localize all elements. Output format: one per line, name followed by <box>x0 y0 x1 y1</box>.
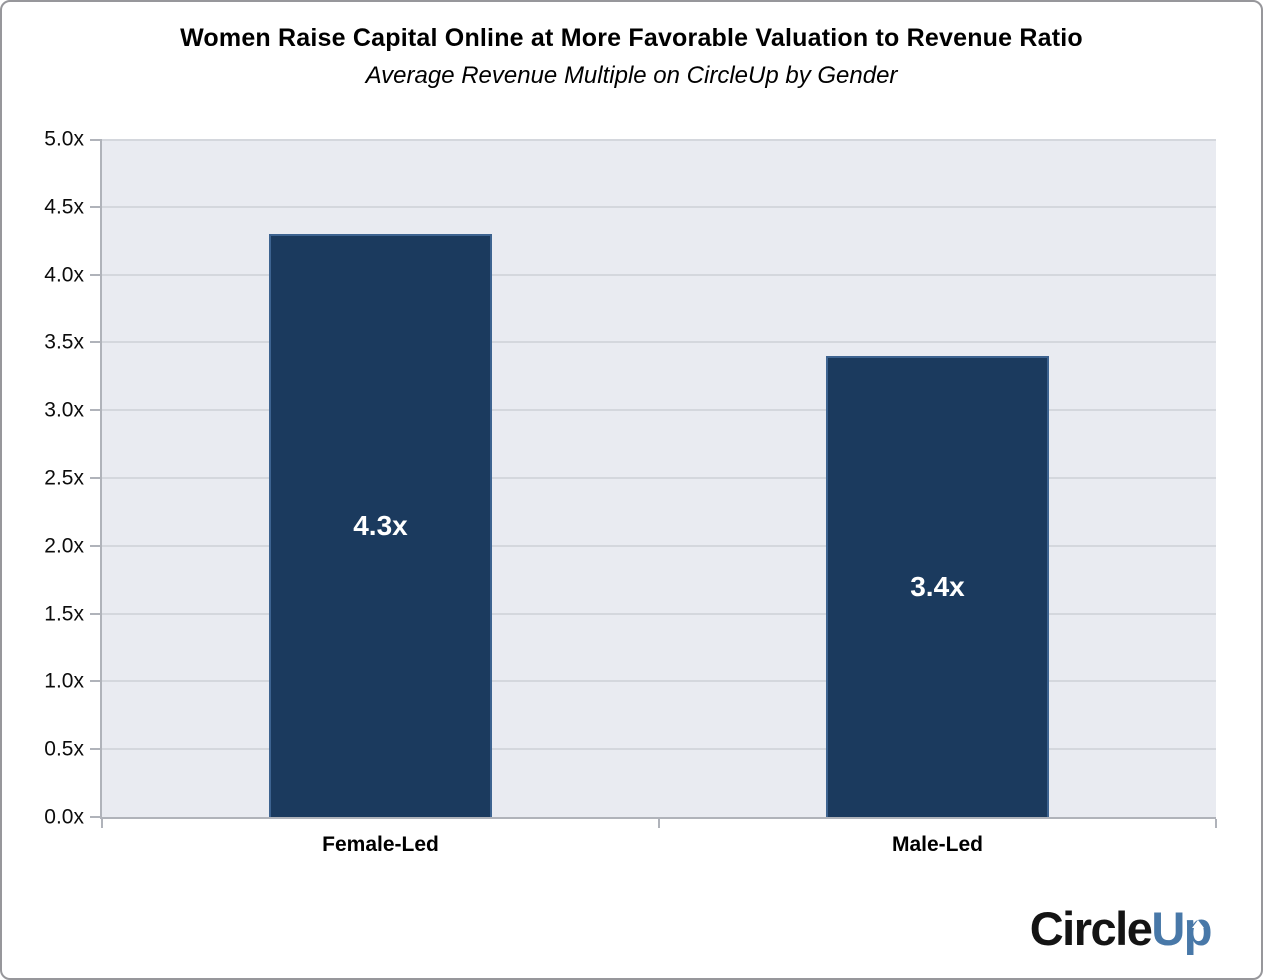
chart-subtitle: Average Revenue Multiple on CircleUp by … <box>365 62 898 89</box>
gridline <box>102 273 1216 276</box>
y-axis-tick <box>90 816 102 818</box>
logo-text-up: Up <box>1151 902 1212 955</box>
bar-male-led: 3.4x <box>826 355 1049 817</box>
chart-header: Women Raise Capital Online at More Favor… <box>2 24 1261 90</box>
y-tick-label: 3.5x <box>44 330 84 354</box>
x-axis-tick <box>101 819 103 828</box>
gridline <box>102 612 1216 615</box>
y-axis-tick <box>90 341 102 344</box>
y-tick-label: 0.5x <box>44 737 84 761</box>
y-tick-label: 5.0x <box>44 127 84 151</box>
chart-title: Women Raise Capital Online at More Favor… <box>180 24 1083 52</box>
y-axis-tick <box>90 748 102 751</box>
bar-female-led: 4.3x <box>269 233 492 817</box>
y-axis-tick <box>90 139 102 141</box>
y-tick-label: 4.0x <box>44 263 84 287</box>
gridline <box>102 680 1216 683</box>
logo-text-up-letters: Up <box>1151 902 1212 955</box>
plot-area: 0.0x 0.5x 1.0x 1.5x 2.0x 2.5x 3.0x 3.5x 4.0x 4.5x… <box>44 129 1217 828</box>
y-tick-label: 1.5x <box>44 602 84 626</box>
gridline <box>102 544 1216 547</box>
logo-up-arrow-notch <box>1192 920 1204 928</box>
gridline <box>102 477 1216 479</box>
x-axis-tick <box>1215 819 1217 828</box>
y-tick-label: 2.5x <box>44 466 84 490</box>
category-label-male-led: Male-Led <box>891 833 983 856</box>
y-axis-tick <box>90 477 102 479</box>
y-tick-label: 3.0x <box>44 398 84 422</box>
gridline <box>102 748 1216 751</box>
x-axis-category-labels: Female-Led Male-Led <box>102 833 1216 857</box>
logo-text-circle: Circle <box>1029 902 1153 955</box>
y-axis-tick <box>90 680 102 683</box>
y-axis-tick <box>90 612 102 615</box>
y-tick-label: 0.0x <box>44 805 84 829</box>
gridline <box>102 205 1216 208</box>
x-axis-tick <box>658 819 660 828</box>
y-axis-tick <box>90 273 102 276</box>
bar-value-label: 3.4x <box>910 571 965 603</box>
y-axis-tick <box>90 544 102 547</box>
y-axis-tick <box>90 205 102 208</box>
y-tick-label: 4.5x <box>44 195 84 219</box>
gridline <box>102 139 1216 141</box>
gridline <box>102 409 1216 412</box>
category-label-female-led: Female-Led <box>322 833 439 856</box>
y-tick-label: 2.0x <box>44 534 84 558</box>
circleup-logo: CircleUp <box>1029 902 1213 955</box>
y-tick-label: 1.0x <box>44 669 84 693</box>
y-axis-tick <box>90 409 102 412</box>
gridline <box>102 341 1216 344</box>
bar-value-label: 4.3x <box>353 510 408 542</box>
